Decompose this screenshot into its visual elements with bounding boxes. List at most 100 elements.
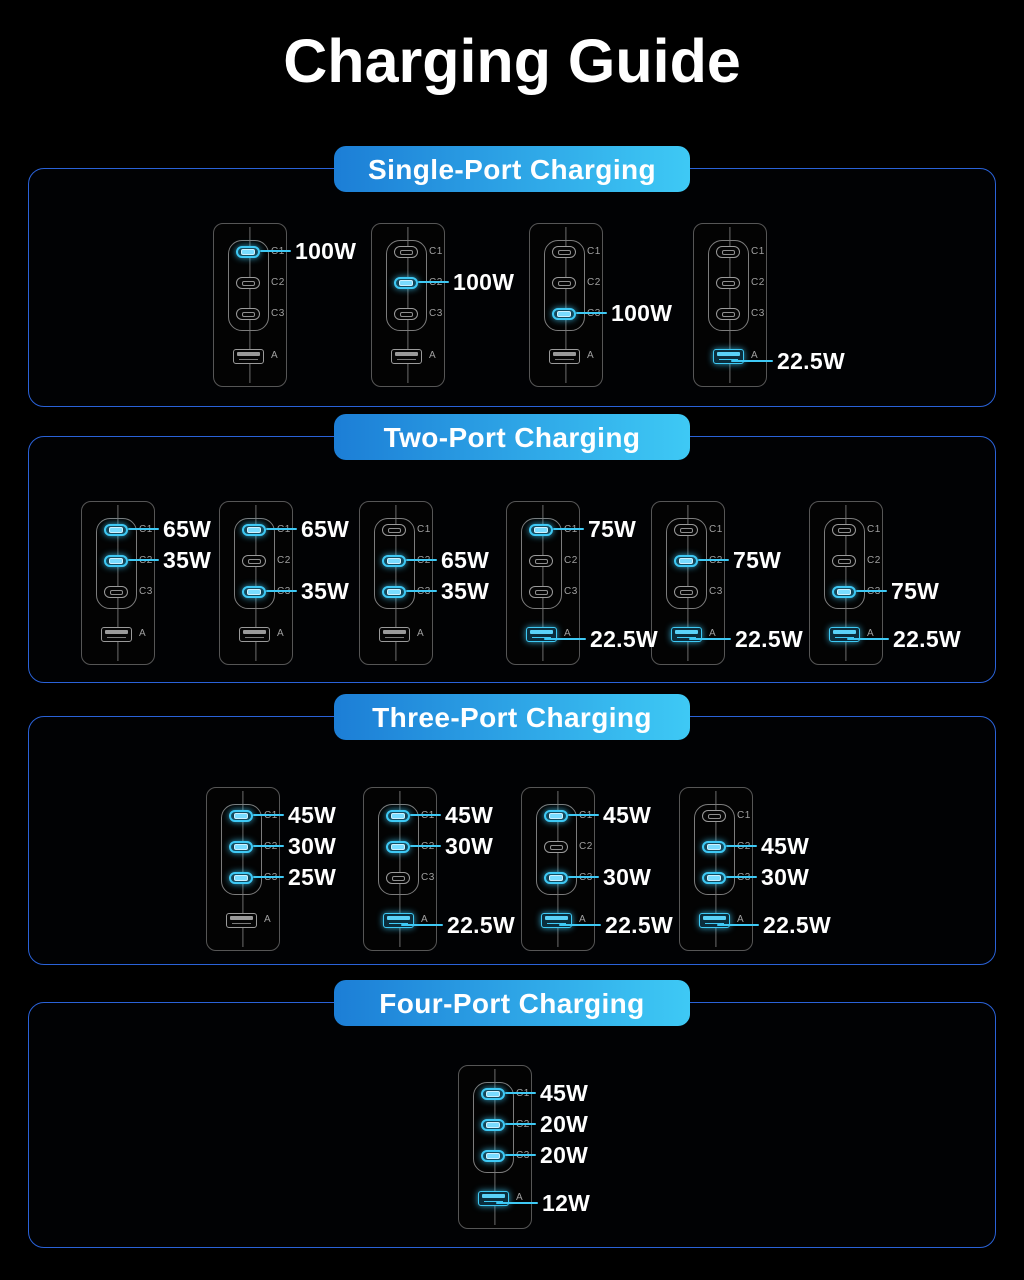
watt-callout: 25W [253, 863, 337, 890]
callout-line [401, 923, 443, 927]
port-label-c2: C2 [579, 841, 593, 852]
port-label-a: A [277, 628, 285, 639]
callout-line [505, 1122, 536, 1126]
usb-c-port-c2 [716, 277, 740, 289]
watt-value: 45W [761, 832, 810, 859]
usb-c-port-c1 [832, 524, 856, 536]
callout-line [559, 923, 601, 927]
watt-callout: 75W [856, 578, 939, 604]
watt-value: 22.5W [735, 625, 803, 652]
usb-c-port-c2 [529, 555, 553, 567]
watt-value: 35W [301, 577, 350, 604]
callout-line [568, 875, 599, 879]
watt-callout: 45W [253, 802, 336, 828]
watt-value: 30W [288, 832, 337, 859]
watt-value: 22.5W [605, 911, 673, 938]
port-label-c2: C2 [271, 277, 285, 288]
port-label-c3: C3 [564, 586, 578, 597]
callout-line [726, 875, 757, 879]
usb-a-port [379, 626, 410, 642]
usb-c-port-c3 [552, 308, 576, 320]
usb-c-port-c3 [832, 586, 856, 598]
callout-line [496, 1201, 538, 1205]
watt-callout: 22.5W [717, 912, 831, 938]
port-label-c1: C1 [429, 246, 443, 257]
port-label-a: A [271, 350, 279, 361]
callout-line [544, 637, 586, 641]
watt-value: 30W [445, 832, 494, 859]
section-heading-two-port: Two-Port Charging [334, 414, 690, 460]
page-title: Charging Guide [283, 27, 741, 95]
port-label-c1: C1 [737, 810, 751, 821]
usb-c-port-c1 [552, 246, 576, 258]
callout-line [726, 844, 757, 848]
watt-value: 35W [441, 577, 490, 604]
watt-callout: 45W [568, 801, 652, 828]
watt-value: 65W [163, 515, 212, 542]
port-label-c2: C2 [277, 555, 291, 566]
watt-value: 25W [288, 863, 337, 890]
section-two-port: Two-Port Charging 65W35WC1C2C3A65W35WC1C… [28, 414, 996, 683]
watt-callout: 30W [253, 832, 337, 859]
section-heading-single-port: Single-Port Charging [334, 146, 690, 192]
usb-c-port-c2 [394, 277, 418, 289]
usb-a-port [239, 626, 270, 642]
charger-unit: 100WC1C2C3A [213, 223, 356, 387]
port-label-a: A [516, 1192, 524, 1203]
watt-callout: 22.5W [559, 911, 673, 938]
charger-unit: 65W35WC1C2C3A [219, 501, 349, 665]
watt-callout: 22.5W [544, 626, 658, 652]
usb-c-port-c3 [544, 872, 568, 884]
port-label-a: A [264, 914, 272, 925]
port-label-a: A [417, 628, 425, 639]
watt-callout: 22.5W [731, 348, 845, 374]
usb-c-port-panel [228, 240, 269, 331]
usb-c-port-panel [386, 240, 427, 331]
watt-value: 45W [540, 1079, 589, 1106]
usb-c-port-c3 [229, 872, 253, 884]
watt-value: 30W [603, 863, 652, 890]
charger-unit: 22.5W C1 C2 C3 A [693, 223, 845, 387]
usb-c-port-panel [536, 804, 577, 895]
port-label-c2: C2 [751, 277, 765, 288]
callout-line [553, 527, 584, 531]
port-label-a: A [737, 914, 745, 925]
port-label-a: A [709, 628, 717, 639]
port-label-c1: C1 [751, 246, 765, 257]
watt-value: 12W [542, 1189, 591, 1216]
callout-line [253, 844, 284, 848]
usb-c-port-c2 [481, 1119, 505, 1131]
usb-c-port-panel [221, 804, 262, 895]
port-label-c3: C3 [139, 586, 153, 597]
usb-c-port-c3 [382, 586, 406, 598]
usb-c-port-c2 [236, 277, 260, 289]
usb-c-port-c1 [394, 246, 418, 258]
callout-line [410, 813, 441, 817]
usb-c-port-c2 [386, 841, 410, 853]
usb-c-port-c2 [832, 555, 856, 567]
callout-line [505, 1091, 536, 1095]
section-three-port: Three-Port Charging 45W30W25WC1C2C3A45W3… [28, 694, 996, 965]
usb-c-port-panel [666, 518, 707, 609]
watt-callout: 12W [496, 1189, 591, 1216]
watt-value: 45W [603, 801, 652, 828]
watt-value: 100W [453, 268, 515, 295]
watt-callout: 45W [505, 1079, 589, 1106]
watt-callout: 100W [576, 300, 672, 326]
callout-line [128, 527, 159, 531]
usb-c-port-c1 [236, 246, 260, 258]
usb-c-port-c2 [552, 277, 576, 289]
usb-c-port-c3 [716, 308, 740, 320]
callout-line [406, 558, 437, 562]
usb-c-port-c3 [529, 586, 553, 598]
watt-callout: 22.5W [847, 626, 961, 652]
port-label-c3: C3 [751, 308, 765, 319]
port-label-a: A [587, 350, 595, 361]
port-label-c3: C3 [271, 308, 285, 319]
